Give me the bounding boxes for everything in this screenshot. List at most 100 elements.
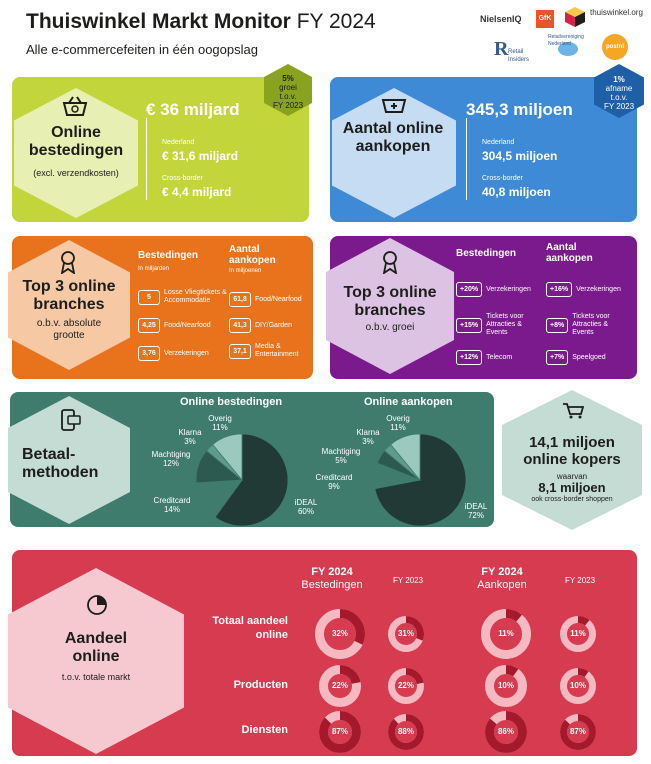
- title-year: FY 2024: [296, 10, 376, 33]
- share-donut: [485, 711, 527, 753]
- top3-absolute-title: Top 3 online branches: [22, 278, 116, 313]
- top3-growth-title: Top 3 online branches: [343, 284, 437, 319]
- pie2-label-machtiging: Machtiging 5%: [321, 447, 361, 465]
- share-donut: [388, 668, 424, 704]
- item-label: Losse Vliegtickets & Accommodatie: [164, 289, 227, 304]
- value-pill: 61,8: [229, 292, 251, 307]
- award-ribbon-icon: [380, 250, 400, 275]
- item-label: Food/Nearfood: [255, 296, 302, 303]
- online-buyers-waarvan: waarvan: [556, 472, 588, 481]
- row-label: Totaal aandeel online: [212, 615, 288, 641]
- online-buyers-value: 14,1 miljoen online kopers: [523, 434, 621, 468]
- basket-euro-icon: [60, 96, 90, 118]
- gfk-logo: GfK: [536, 10, 554, 28]
- pie-chart-aankopen: [373, 433, 467, 527]
- retailvereniging-icon: [558, 42, 578, 56]
- pie1-label-overig: Overig 11%: [208, 414, 232, 432]
- share-donut: [560, 668, 596, 704]
- list-item: +12% Telecom: [456, 350, 542, 365]
- online-purchases-nl-value: 304,5 miljoen: [482, 149, 558, 163]
- value-pill: 3,76: [138, 346, 160, 361]
- top3-absolute-subtitle: o.b.v. absolute grootte: [36, 318, 102, 341]
- divider: [146, 118, 147, 200]
- list-item: 5 Losse Vliegtickets & Accommodatie: [138, 289, 232, 305]
- nielseniq-logo: NielsenIQ: [480, 14, 522, 24]
- col-header-sub: Aankopen: [477, 579, 527, 591]
- phone-payment-icon: [60, 408, 82, 432]
- online-purchases-cb-value: 40,8 miljoen: [482, 185, 551, 199]
- pie2-label-ideal: iDEAL 72%: [464, 502, 488, 520]
- donut-fill: [560, 616, 596, 652]
- award-ribbon-icon: [58, 250, 78, 275]
- col-header-bestedingen: Bestedingen: [456, 248, 517, 259]
- share-donut: [560, 616, 596, 652]
- list-item: +7% Speelgoed: [546, 350, 630, 365]
- retail-insiders-r-icon: R: [494, 38, 509, 60]
- page-title: Thuiswinkel Markt Monitor FY 2024: [26, 10, 376, 34]
- item-label: DIY/Garden: [255, 322, 292, 329]
- item-label: Verzekeringen: [576, 286, 621, 293]
- donut-fill: [388, 668, 424, 704]
- pie-slice-overig: [390, 433, 421, 482]
- donut-fill: [388, 616, 424, 652]
- list-item: +20% Verzekeringen: [456, 282, 542, 297]
- online-buyers-cb-label: ook cross-border shoppen: [531, 496, 613, 503]
- value-pill: +15%: [456, 317, 483, 333]
- value-pill: +12%: [456, 350, 483, 365]
- badge-text: t.o.v.: [610, 93, 628, 102]
- online-purchases-nl-label: Nederland: [482, 139, 515, 146]
- col-unit-miljarden: In miljarden: [138, 266, 170, 272]
- donut-value: 22%: [331, 681, 348, 690]
- col-header-bestedingen: Bestedingen: [138, 250, 199, 261]
- online-spend-cb-value: € 4,4 miljard: [162, 185, 232, 199]
- share-donut: [388, 616, 424, 652]
- page-subtitle: Alle e-commercefeiten in één oogopslag: [26, 42, 258, 57]
- postnl-logo: postnl: [602, 34, 628, 60]
- cart-icon: [562, 402, 585, 420]
- donut-fill: [481, 609, 531, 659]
- donut-fill: [560, 668, 596, 704]
- donut-value: 87%: [569, 727, 586, 736]
- donut-value: 11%: [570, 629, 586, 638]
- online-buyers-cb-value: 8,1 miljoen: [538, 480, 606, 495]
- value-pill: 41,3: [229, 318, 251, 333]
- col-header: FY 2023: [392, 576, 424, 585]
- donut-value: 86%: [497, 727, 514, 736]
- col-header: FY 2024 Aankopen: [466, 566, 538, 592]
- pie-slice-ideal: [214, 433, 289, 527]
- share-donut: [388, 714, 424, 750]
- list-item: +8% Tickets voor Attracties & Events: [546, 313, 630, 337]
- value-pill: +20%: [456, 282, 483, 297]
- badge-percentage: 1%: [613, 75, 625, 84]
- value-pill: +16%: [546, 282, 573, 297]
- item-label: Tickets voor Attracties & Events: [486, 313, 524, 336]
- share-donut: [560, 714, 596, 750]
- pie2-label-creditcard: Creditcard 9%: [315, 473, 353, 491]
- donut-fill: [485, 665, 527, 707]
- item-label: Telecom: [486, 354, 513, 361]
- pie2-label-overig: Overig 11%: [386, 414, 410, 432]
- chart1-title: Online bestedingen: [180, 396, 283, 408]
- donut-value: 22%: [397, 681, 414, 690]
- basket-plus-icon: [380, 94, 408, 114]
- partner-logos: NielsenIQ GfK thuiswinkel.org R Retail I…: [480, 4, 645, 74]
- col-header-aankopen: Aantal aankopen: [229, 244, 276, 266]
- row-label: Diensten: [241, 724, 288, 736]
- donut-fill: [319, 711, 361, 753]
- item-label: Media & Entertainment: [255, 343, 299, 358]
- col-header-main: FY 2024: [311, 566, 353, 578]
- value-pill: +7%: [546, 350, 569, 365]
- top3-growth-subtitle: o.b.v. groei: [365, 322, 415, 333]
- online-spend-cb-label: Cross-border: [162, 175, 203, 182]
- value-pill: 37,1: [229, 343, 251, 359]
- col-header-sub: Bestedingen: [301, 579, 363, 591]
- share-donut: [315, 609, 365, 659]
- online-spend-total: € 36 miljard: [146, 100, 240, 119]
- donut-value: 10%: [569, 681, 586, 690]
- donut-fill: [388, 714, 424, 750]
- item-label: Food/Nearfood: [164, 322, 211, 329]
- retail-insiders-logo: Retail Insiders: [508, 49, 530, 63]
- online-purchases-title: Aantal online aankopen: [342, 120, 444, 155]
- pie-chart-icon: [86, 594, 108, 616]
- badge-text: FY 2023: [272, 101, 304, 110]
